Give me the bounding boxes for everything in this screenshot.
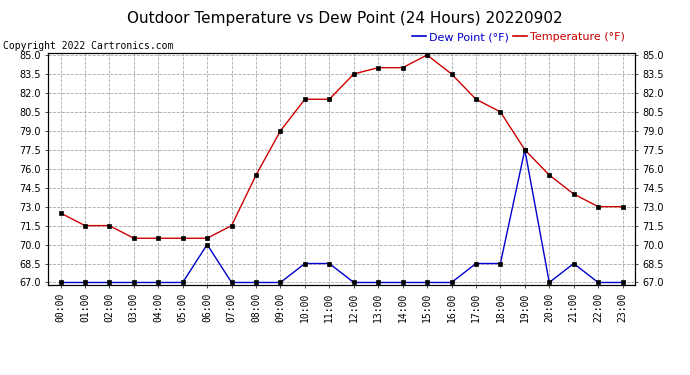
Text: Outdoor Temperature vs Dew Point (24 Hours) 20220902: Outdoor Temperature vs Dew Point (24 Hou… bbox=[127, 11, 563, 26]
Text: Copyright 2022 Cartronics.com: Copyright 2022 Cartronics.com bbox=[3, 41, 174, 51]
Legend: Dew Point (°F), Temperature (°F): Dew Point (°F), Temperature (°F) bbox=[408, 28, 629, 47]
